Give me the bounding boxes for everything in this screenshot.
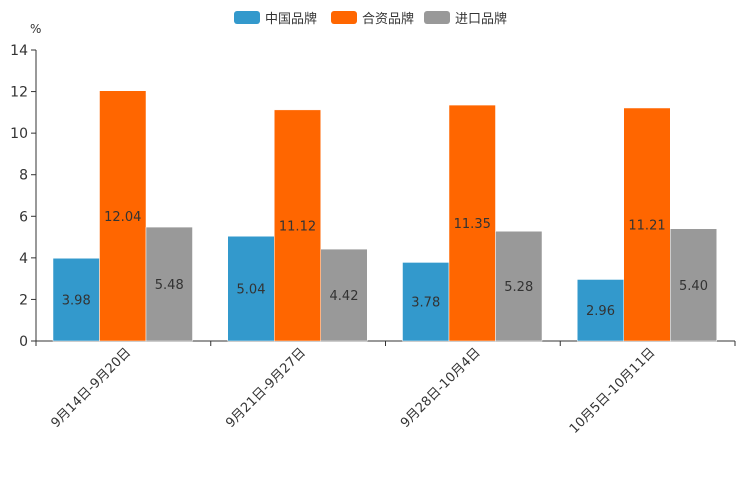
data-label-series-0-cat-1: 5.04	[237, 283, 266, 298]
legend-label-imported-brand: 进口品牌	[455, 11, 508, 27]
x-category-label-0: 9月14日-9月20日	[48, 345, 134, 431]
bar-series-0-cat-0	[52, 258, 100, 342]
data-label-series-0-cat-2: 3.78	[411, 296, 440, 311]
bar-series-2-cat-2	[495, 231, 543, 342]
bar-series-1-cat-0	[99, 90, 147, 342]
y-axis-unit-label: %	[30, 22, 41, 36]
legend-item-china-brand[interactable]: 中国品牌	[234, 7, 317, 27]
y-tick-label-5: 10	[10, 126, 28, 142]
data-label-series-2-cat-3: 5.40	[679, 279, 708, 294]
data-label-series-2-cat-2: 5.28	[504, 280, 533, 295]
data-label-series-1-cat-2: 11.35	[454, 217, 491, 232]
bar-series-1-cat-1	[274, 109, 321, 342]
bar-series-2-cat-3	[670, 228, 717, 342]
bar-series-0-cat-1	[227, 235, 275, 342]
data-labels: 3.98 5.04 3.78 2.96 12.04 11.12 11.35 11.21 5.48…	[62, 210, 708, 319]
data-label-series-1-cat-0: 12.04	[104, 210, 141, 225]
y-tick-label-7: 14	[10, 43, 28, 59]
bar-series-1-cat-2	[448, 104, 496, 342]
x-category-label-1: 9月21日-9月27日	[223, 345, 309, 431]
y-tick-label-1: 2	[19, 292, 28, 308]
data-label-series-0-cat-3: 2.96	[586, 304, 615, 319]
legend-label-joint-venture-brand: 合资品牌	[362, 11, 415, 27]
legend-item-joint-venture-brand[interactable]: 合资品牌	[331, 7, 414, 27]
y-tick-label-3: 6	[19, 209, 28, 225]
data-label-series-0-cat-0: 3.98	[62, 294, 91, 309]
data-label-series-2-cat-0: 5.48	[155, 278, 184, 293]
chart-legend: 中国品牌 合资品牌 进口品牌	[0, 7, 744, 27]
legend-item-imported-brand[interactable]: 进口品牌	[424, 7, 507, 27]
y-tick-label-4: 8	[19, 168, 28, 184]
bar-series-0-cat-3	[577, 279, 624, 342]
data-label-series-2-cat-1: 4.42	[330, 289, 359, 304]
legend-label-china-brand: 中国品牌	[265, 11, 318, 27]
y-tick-label-2: 4	[19, 251, 28, 267]
x-category-label-3: 10月5日-10月11日	[567, 345, 659, 437]
data-label-series-1-cat-1: 11.12	[279, 219, 316, 234]
data-label-series-1-cat-3: 11.21	[628, 218, 665, 233]
legend-swatch-joint-venture-brand	[331, 10, 357, 24]
y-tick-label-0: 0	[19, 334, 28, 350]
legend-swatch-china-brand	[234, 10, 260, 24]
x-category-label-2: 9月28日-10月4日	[398, 345, 484, 431]
y-tick-label-6: 12	[10, 85, 28, 101]
legend-swatch-imported-brand	[424, 10, 450, 24]
bar-series-2-cat-1	[320, 248, 368, 342]
bar-series-2-cat-0	[145, 226, 193, 342]
bars	[52, 90, 717, 342]
bar-series-1-cat-3	[623, 107, 671, 342]
